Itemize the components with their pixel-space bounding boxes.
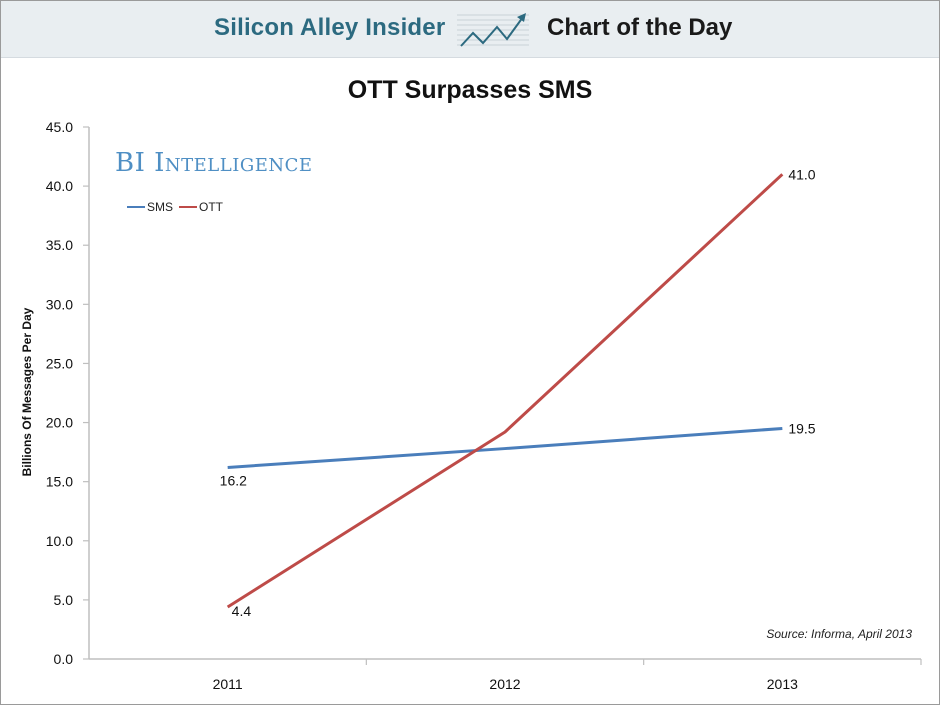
y-tick-label: 5.0 [54,592,74,608]
x-tick-label: 2013 [767,676,798,692]
legend-item-sms: SMS [127,200,173,214]
y-tick-label: 15.0 [46,474,73,490]
series-line-ott [226,173,784,609]
data-label-sms: 19.5 [788,420,815,436]
y-tick-label: 10.0 [46,533,73,549]
section-title: Chart of the Day [547,14,733,41]
chart-title: OTT Surpasses SMS [347,76,593,104]
y-tick-label: 45.0 [46,119,73,135]
y-tick-label: 25.0 [46,355,73,371]
legend-item-ott: OTT [179,200,223,214]
series-line-sms [227,426,783,469]
data-label-sms: 16.2 [220,472,247,488]
x-tick-label: 2012 [489,676,520,692]
legend-swatch-sms [127,206,145,208]
data-label-ott: 41.0 [788,166,815,182]
header-banner: Silicon Alley Insider Chart of the Day [1,1,939,58]
y-tick-label: 35.0 [46,237,73,253]
y-tick-label: 0.0 [54,651,74,667]
legend-label-ott: OTT [199,200,224,214]
y-tick-label: 40.0 [46,178,73,194]
data-label-ott: 4.4 [232,603,252,619]
y-tick-label: 30.0 [46,296,73,312]
trend-chart-icon [457,13,529,47]
x-tick-label: 2011 [213,676,243,692]
y-tick-label: 20.0 [46,415,73,431]
brand-name: Silicon Alley Insider [214,14,446,41]
source-note: Source: Informa, April 2013 [766,627,912,641]
legend-label-sms: SMS [147,200,174,214]
bi-intelligence-watermark: BI Intelligence [115,148,313,178]
legend-swatch-ott [179,206,198,208]
legend: SMS OTT [127,200,223,214]
